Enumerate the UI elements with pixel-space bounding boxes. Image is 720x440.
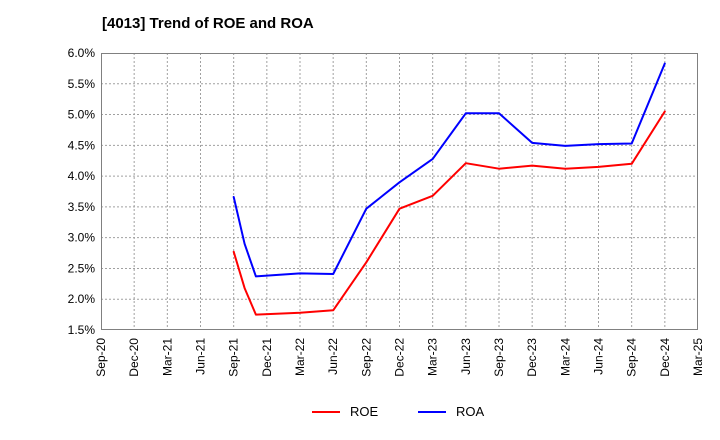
x-tick-label: Jun-23 (459, 338, 473, 375)
legend-item-roe: ROE (312, 404, 378, 419)
x-tick-label: Dec-20 (127, 338, 141, 377)
y-tick-label: 4.0% (68, 169, 96, 183)
x-tick-label: Sep-21 (227, 338, 241, 377)
legend-swatch-roa (418, 410, 446, 413)
x-tick-label: Mar-24 (558, 338, 572, 376)
legend: ROE ROA (0, 404, 720, 426)
x-tick-label: Dec-22 (393, 338, 407, 377)
y-tick-label: 3.0% (68, 231, 96, 245)
x-tick-label: Jun-21 (194, 338, 208, 375)
y-tick-label: 6.0% (68, 46, 96, 60)
y-axis-ticks: 1.5% 2.0% 2.5% 3.0% 3.5% 4.0% 4.5% 5.0% 5.5% 6.0% (68, 46, 96, 337)
plot-frame (101, 53, 698, 330)
x-tick-label: Mar-25 (691, 338, 705, 376)
x-tick-label: Dec-24 (658, 338, 672, 377)
chart-title: [4013] Trend of ROE and ROA (102, 15, 314, 32)
y-tick-label: 5.0% (68, 108, 96, 122)
y-tick-label: 2.0% (68, 292, 96, 306)
y-tick-label: 4.5% (68, 138, 96, 152)
series-line-roa (232, 62, 666, 278)
y-tick-label: 5.5% (68, 77, 96, 91)
y-tick-label: 3.5% (68, 200, 96, 214)
x-tick-label: Sep-23 (492, 338, 506, 377)
plot-area (101, 53, 698, 330)
x-tick-label: Mar-21 (160, 338, 174, 376)
legend-swatch-roe (312, 410, 340, 413)
x-tick-label: Jun-22 (326, 338, 340, 375)
legend-label-roe: ROE (350, 404, 379, 419)
grid-lines (101, 53, 698, 330)
series-lines (232, 62, 666, 316)
x-tick-label: Sep-24 (625, 338, 639, 377)
legend-item-roa: ROA (418, 404, 484, 419)
x-tick-label: Sep-22 (359, 338, 373, 377)
x-tick-label: Mar-23 (426, 338, 440, 376)
x-tick-label: Dec-23 (525, 338, 539, 377)
series-line-roe (232, 110, 666, 316)
x-tick-label: Sep-20 (94, 338, 108, 377)
y-tick-label: 1.5% (68, 323, 96, 337)
x-tick-label: Jun-24 (592, 338, 606, 375)
y-tick-label: 2.5% (68, 261, 96, 275)
x-axis-ticks: Sep-20 Dec-20 Mar-21 Jun-21 Sep-21 Dec-21 Mar-… (94, 338, 705, 377)
x-tick-label: Dec-21 (260, 338, 274, 377)
x-tick-label: Mar-22 (293, 338, 307, 376)
legend-label-roa: ROA (456, 404, 485, 419)
